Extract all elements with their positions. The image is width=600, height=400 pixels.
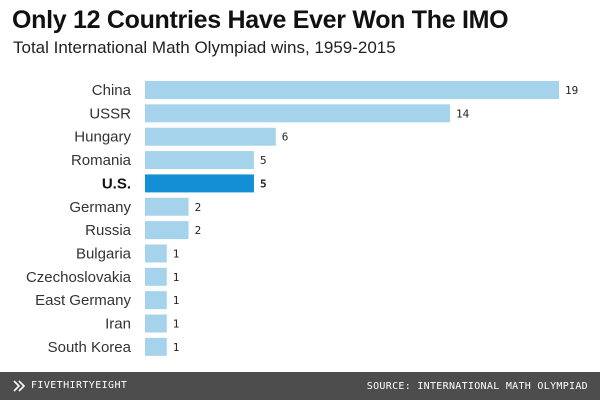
value-label: 1 [173,294,180,307]
value-label: 19 [565,84,578,97]
value-label: 14 [456,107,470,120]
value-label: 6 [282,131,289,144]
bar-germany [145,197,189,216]
category-label: China [92,82,132,99]
category-label: Czechoslovakia [26,269,132,286]
footer-bar: FIVETHIRTYEIGHT SOURCE: INTERNATIONAL MA… [0,372,600,400]
value-label: 5 [260,177,267,190]
value-label: 2 [195,201,202,214]
brand-name: FIVETHIRTYEIGHT [31,380,128,391]
bar-hungary [145,127,276,146]
category-label: Germany [69,199,131,216]
brand: FIVETHIRTYEIGHT [12,379,127,393]
category-label: USSR [89,105,131,122]
chart-title: Only 12 Countries Have Ever Won The IMO [12,6,509,34]
value-label: 2 [195,224,202,237]
bar-iran [145,314,167,333]
value-label: 1 [173,341,180,354]
category-label: U.S. [102,175,131,192]
category-label: Romania [71,152,132,169]
bar-romania [145,151,254,170]
source-note: SOURCE: INTERNATIONAL MATH OLYMPIAD [366,381,588,392]
bar-czechoslovakia [145,267,167,286]
value-label: 1 [173,271,180,284]
category-label: Hungary [74,129,131,146]
category-label: East Germany [35,292,131,309]
bar-china [145,81,559,99]
category-label: Iran [105,316,131,333]
bar-russia [145,221,189,240]
value-label: 5 [260,154,267,167]
category-label: Russia [85,222,132,239]
bar-east-germany [145,291,167,310]
bar-u-s [145,174,254,193]
fivethirtyeight-logo-icon [13,380,26,392]
bar-bulgaria [145,244,167,263]
bar-ussr [145,104,451,123]
chart-subtitle: Total International Math Olympiad wins, … [13,38,396,57]
value-label: 1 [173,247,180,260]
category-label: South Korea [48,339,132,356]
bar-south-korea [145,337,167,356]
value-label: 1 [173,318,180,331]
category-label: Bulgaria [76,245,132,262]
